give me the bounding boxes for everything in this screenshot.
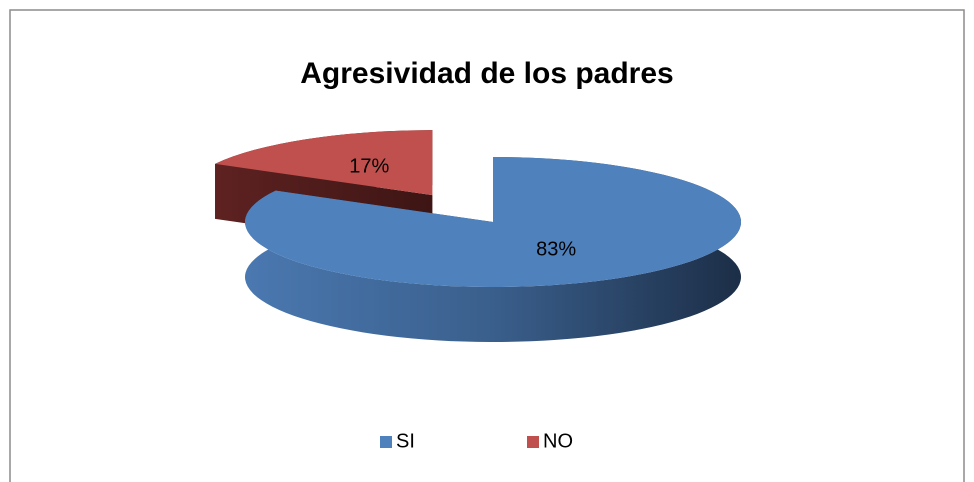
data-label: 17% — [349, 155, 389, 177]
legend-label: SI — [396, 430, 415, 452]
chart-title: Agresividad de los padres — [300, 57, 673, 90]
legend-swatch — [527, 436, 539, 448]
slice — [245, 157, 741, 287]
legend-swatch — [380, 436, 392, 448]
legend-label: NO — [543, 430, 573, 452]
data-label: 83% — [536, 238, 576, 260]
slice — [215, 130, 433, 196]
